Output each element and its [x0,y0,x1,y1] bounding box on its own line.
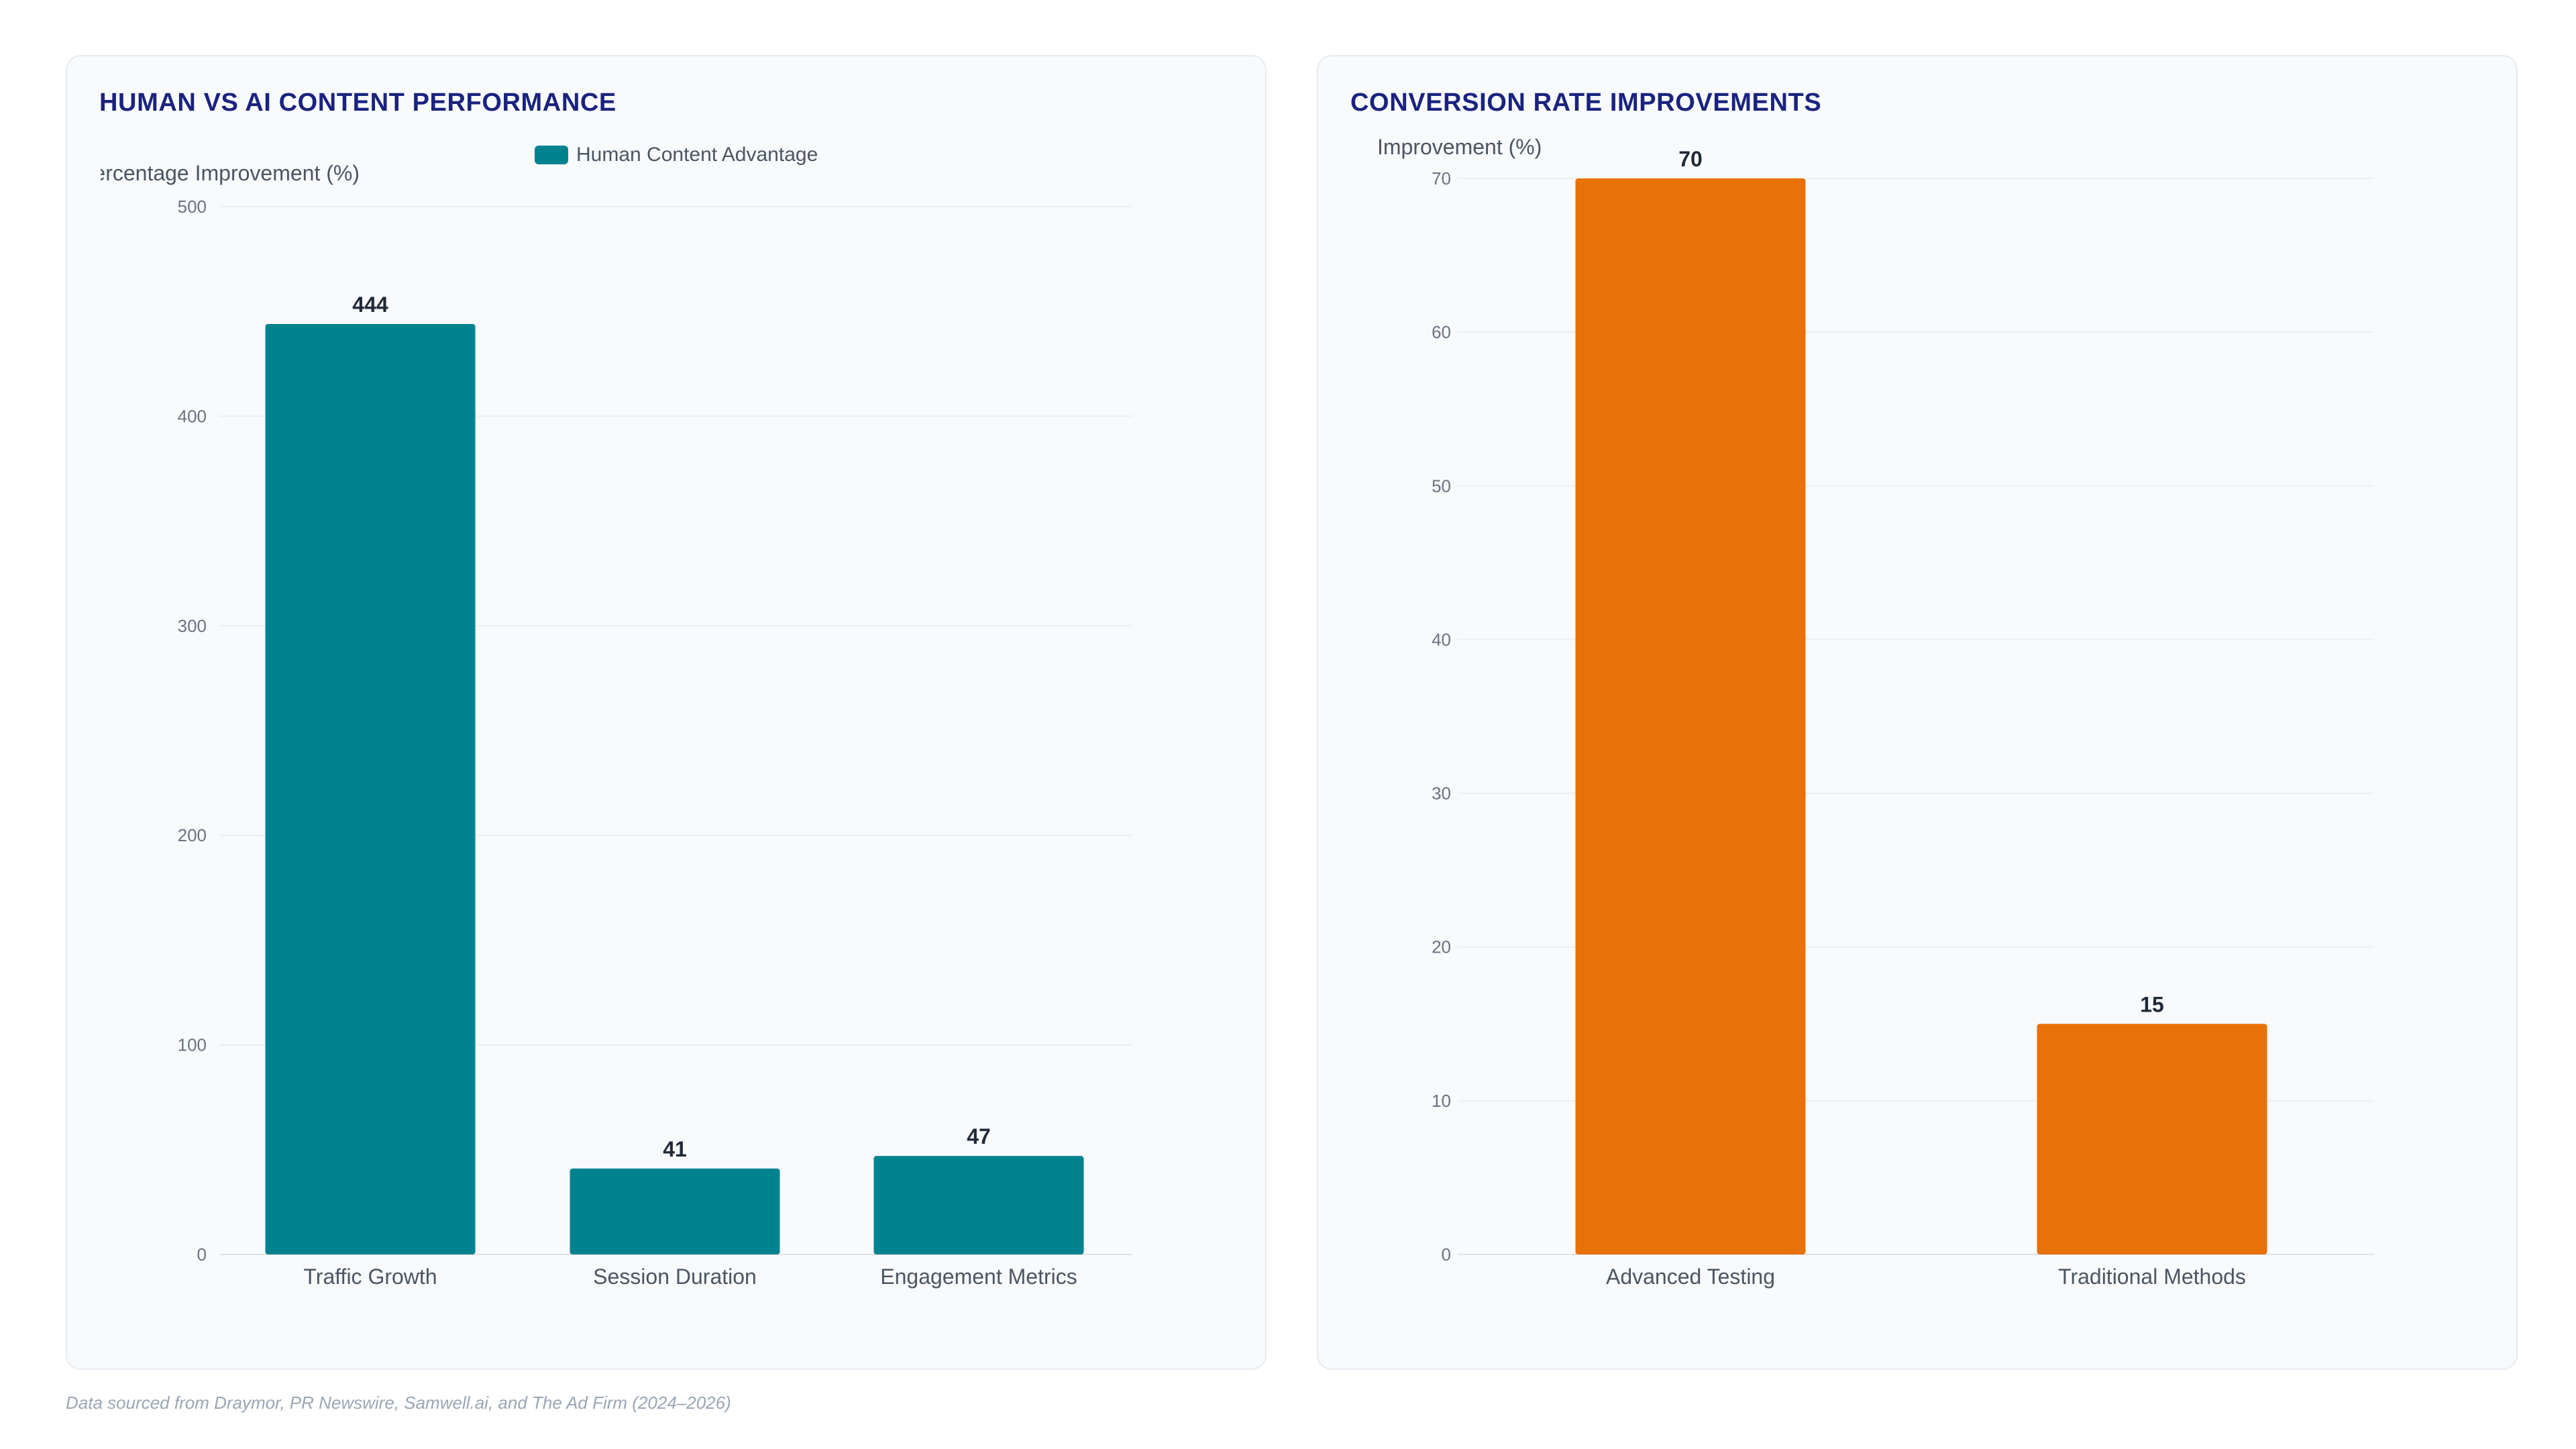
y-tick-label: 10 [1432,1091,1451,1111]
bar-value-label: 47 [967,1124,991,1148]
bar [2037,1024,2267,1254]
source-note: Data sourced from Draymor, PR Newswire, … [66,1393,731,1413]
y-tick-label: 100 [178,1035,207,1055]
x-tick-label: Engagement Metrics [880,1265,1077,1289]
bar [265,323,476,1255]
bar-value-label: 15 [2140,992,2164,1016]
x-tick-label: Traditional Methods [2058,1265,2246,1289]
chart-panel-conversion-rate: CONVERSION RATE IMPROVEMENTS 0 10 20 30 40 50… [1317,55,2518,1370]
y-tick-label: 200 [178,825,207,845]
y-tick-label: 70 [1432,168,1451,189]
y-tick-label: 40 [1432,629,1451,649]
y-tick-label: 30 [1432,784,1451,804]
bar-chart-content-performance: 0 100 200 300 400 500 Percentage Improvement (… [79,161,1132,1289]
x-tick-label: Traffic Growth [303,1265,437,1289]
bar [1575,178,1806,1254]
chart-title: HUMAN VS AI CONTENT PERFORMANCE [99,89,616,117]
chart-legend: Human Content Advantage [535,144,818,166]
legend-swatch [535,146,568,164]
x-tick-label: Advanced Testing [1606,1265,1775,1289]
y-axis-title: Improvement (%) [1377,135,1542,159]
bar-chart-conversion-rate: 0 10 20 30 40 50 60 70 Improvement (%) 70 Advanced… [1377,135,2374,1289]
bar-value-label: 41 [663,1137,687,1161]
bar-value-label: 70 [1678,147,1703,171]
y-tick-label: 500 [178,197,207,217]
bar-value-label: 444 [352,292,388,317]
y-tick-label: 300 [178,616,207,636]
y-tick-label: 50 [1432,476,1451,496]
y-tick-label: 0 [197,1244,207,1265]
bar [873,1156,1084,1254]
y-tick-label: 400 [178,406,207,426]
bar [570,1168,780,1254]
y-tick-label: 20 [1432,937,1451,957]
y-axis-title: Percentage Improvement (%) [79,161,360,185]
x-tick-label: Session Duration [593,1265,757,1289]
y-tick-label: 60 [1432,322,1451,342]
y-tick-label: 0 [1442,1244,1451,1265]
chart-title: CONVERSION RATE IMPROVEMENTS [1350,89,1822,117]
chart-panel-content-performance: HUMAN VS AI CONTENT PERFORMANCE Human Co… [66,55,1267,1370]
legend-label: Human Content Advantage [576,144,818,166]
